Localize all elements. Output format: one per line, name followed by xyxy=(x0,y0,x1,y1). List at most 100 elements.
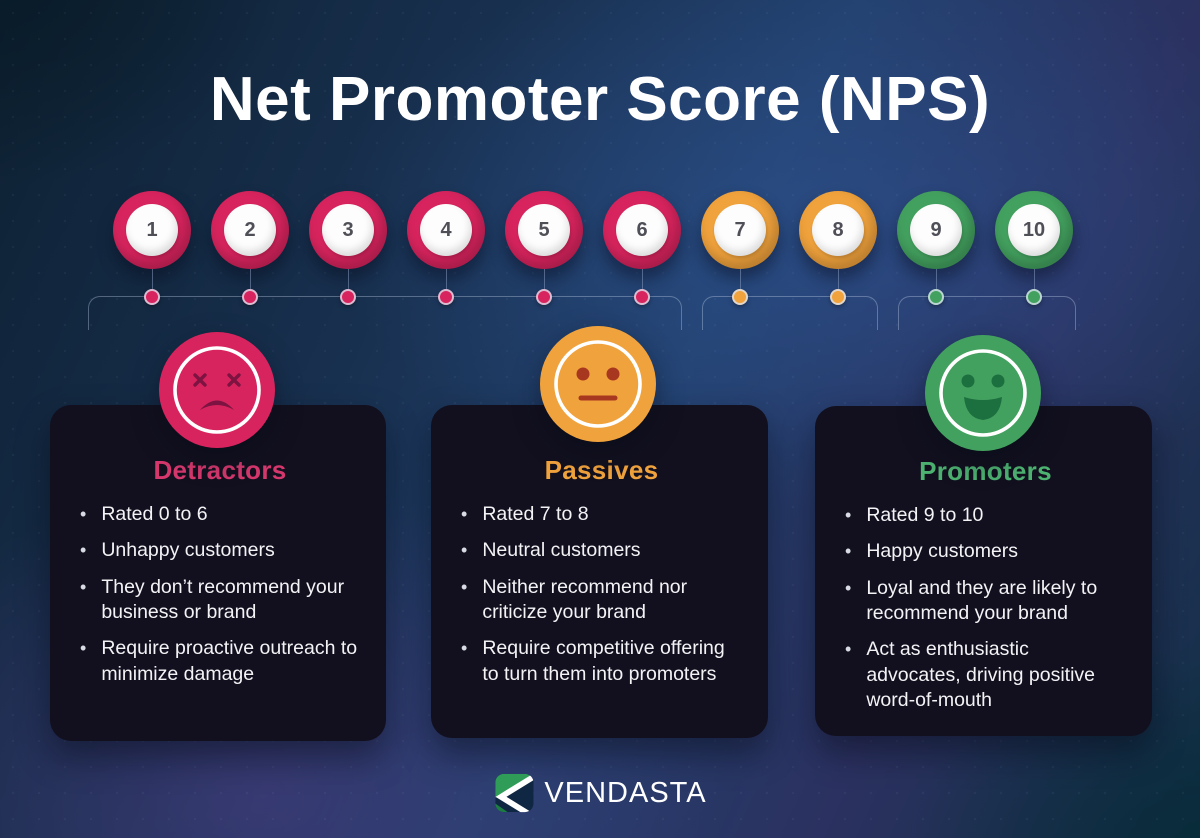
scale-dot xyxy=(732,289,748,305)
bullet-item: • Act as enthusiastic advocates, driving … xyxy=(845,637,1126,713)
scale-point: 4 xyxy=(407,191,485,311)
promoters-heading: Promoters xyxy=(919,456,1052,486)
promoters-bullet-list: • Rated 9 to 10 • Happy customers • Loyal and… xyxy=(845,503,1126,713)
bullet-text: Neither recommend nor criticize your bra… xyxy=(482,575,688,624)
scale-ring: 9 xyxy=(897,191,975,269)
bullet-item: • Require competitive offering to turn th… xyxy=(461,636,742,687)
scale-dot xyxy=(536,289,552,305)
bullet-text: Rated 9 to 10 xyxy=(866,504,984,526)
scale-number: 5 xyxy=(518,204,570,256)
scale-connector-line xyxy=(151,269,153,289)
bullet-text: Happy customers xyxy=(866,540,1019,563)
scale-number: 7 xyxy=(714,204,766,256)
scale-point: 3 xyxy=(309,191,387,311)
scale-connector-line xyxy=(641,269,643,289)
sad-face-icon xyxy=(159,332,275,448)
scale-dot xyxy=(830,289,846,305)
promoters-range-bracket xyxy=(898,296,1076,330)
brand-logo: VENDASTA xyxy=(493,772,706,814)
scale-point: 8 xyxy=(799,191,877,311)
passives-card: Passives • Rated 7 to 8 • Neutral customers… xyxy=(431,405,768,738)
scale-ring: 5 xyxy=(505,191,583,269)
bullet-text: They don’t recommend your business or br… xyxy=(101,575,345,624)
happy-face-icon xyxy=(925,335,1041,451)
scale-connector-line xyxy=(445,269,447,289)
neutral-face-icon xyxy=(540,326,656,442)
scale-number: 10 xyxy=(1008,204,1060,256)
bullet-text: Require proactive outreach to minimize d… xyxy=(101,637,358,685)
scale-number: 2 xyxy=(224,204,276,256)
bullet-text: Rated 0 to 6 xyxy=(101,503,208,525)
scale-dot xyxy=(242,289,258,305)
scale-number: 1 xyxy=(126,204,178,256)
bullet-marker: • xyxy=(461,576,468,597)
vendasta-logo-icon xyxy=(495,773,534,813)
bullet-item: • They don’t recommend your business or b… xyxy=(80,575,360,626)
scale-point: 1 xyxy=(113,191,191,311)
scale-ring: 8 xyxy=(799,191,877,269)
scale-dot xyxy=(340,289,356,305)
scale-connector-line xyxy=(1033,269,1035,289)
passives-range-bracket xyxy=(702,296,878,330)
scale-number: 8 xyxy=(812,204,864,256)
bullet-marker: • xyxy=(461,638,468,659)
scale-number: 6 xyxy=(616,204,668,256)
scale-connector-line xyxy=(739,269,741,289)
scale-point: 7 xyxy=(701,191,779,311)
bullet-text: Rated 7 to 8 xyxy=(482,503,589,525)
bullet-item: • Neutral customers xyxy=(461,538,742,563)
bullet-item: • Require proactive outreach to minimize … xyxy=(80,636,360,687)
scale-dot xyxy=(1026,289,1042,305)
bullet-marker: • xyxy=(80,504,87,524)
scale-point: 2 xyxy=(211,191,289,311)
bullet-marker: • xyxy=(80,540,87,561)
detractors-range-bracket xyxy=(88,296,682,330)
scale-ring: 1 xyxy=(113,191,191,269)
detractors-heading: Detractors xyxy=(153,455,287,485)
detractors-card: Detractors • Rated 0 to 6 • Unhappy custome… xyxy=(50,405,386,741)
scale-point: 9 xyxy=(897,191,975,311)
scale-connector-line xyxy=(543,269,545,289)
scale-number: 3 xyxy=(322,204,374,256)
scale-point: 6 xyxy=(603,191,681,311)
bullet-text: Loyal and they are likely to recommend y… xyxy=(866,576,1098,625)
scale-ring: 3 xyxy=(309,191,387,269)
bullet-item: • Rated 7 to 8 xyxy=(461,502,742,527)
scale-connector-line xyxy=(935,269,937,289)
scale-ring: 10 xyxy=(995,191,1073,269)
bullet-marker: • xyxy=(80,576,87,597)
detractors-bullet-list: • Rated 0 to 6 • Unhappy customers • They don… xyxy=(80,502,360,687)
scale-dot xyxy=(144,289,160,305)
bullet-item: • Unhappy customers xyxy=(80,538,360,563)
scale-dot xyxy=(438,289,454,305)
promoters-card: Promoters • Rated 9 to 10 • Happy customers… xyxy=(815,406,1152,736)
brand-wordmark: VENDASTA xyxy=(544,776,707,809)
bullet-item: • Loyal and they are likely to recommend … xyxy=(845,576,1126,627)
bullet-marker: • xyxy=(845,639,852,660)
page-title: Net Promoter Score (NPS) xyxy=(209,65,991,134)
scale-connector-line xyxy=(347,269,349,289)
scale-point: 10 xyxy=(995,191,1073,311)
bullet-marker: • xyxy=(461,504,468,524)
scale-ring: 7 xyxy=(701,191,779,269)
bullet-text: Neutral customers xyxy=(482,539,641,562)
scale-connector-line xyxy=(249,269,251,289)
scale-connector-line xyxy=(837,269,839,289)
nps-scale-row: 1 2 3 4 5 6 7 xyxy=(113,191,1073,311)
bullet-item: • Rated 9 to 10 xyxy=(845,503,1126,528)
scale-point: 5 xyxy=(505,191,583,311)
scale-ring: 4 xyxy=(407,191,485,269)
bullet-marker: • xyxy=(80,638,87,659)
scale-ring: 6 xyxy=(603,191,681,269)
bullet-marker: • xyxy=(845,541,852,562)
scale-number: 9 xyxy=(910,204,962,256)
bullet-item: • Rated 0 to 6 xyxy=(80,502,360,527)
bullet-text: Act as enthusiastic advocates, driving p… xyxy=(866,638,1096,712)
passives-heading: Passives xyxy=(544,455,659,485)
bullet-text: Unhappy customers xyxy=(101,539,275,562)
scale-ring: 2 xyxy=(211,191,289,269)
bullet-marker: • xyxy=(461,540,468,561)
scale-number: 4 xyxy=(420,204,472,256)
bullet-item: • Neither recommend nor criticize your br… xyxy=(461,575,742,626)
